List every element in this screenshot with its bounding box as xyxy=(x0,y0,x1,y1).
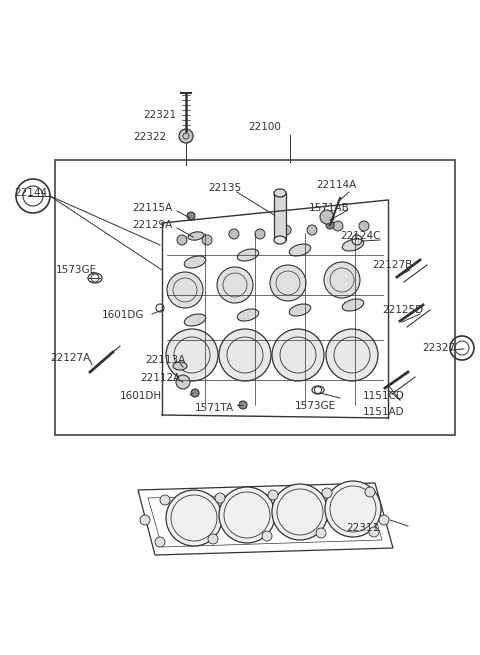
Circle shape xyxy=(307,225,317,235)
Circle shape xyxy=(281,225,291,235)
Text: 22114A: 22114A xyxy=(316,180,356,190)
Ellipse shape xyxy=(289,244,311,256)
Text: 1151CD: 1151CD xyxy=(363,391,405,401)
Circle shape xyxy=(160,495,170,505)
Text: 22135: 22135 xyxy=(208,183,241,193)
Text: 22311: 22311 xyxy=(346,523,379,533)
Circle shape xyxy=(219,329,271,381)
Text: 22127A: 22127A xyxy=(50,353,90,363)
Circle shape xyxy=(166,490,222,546)
Circle shape xyxy=(379,515,389,525)
Circle shape xyxy=(369,527,379,537)
Circle shape xyxy=(239,401,247,409)
Circle shape xyxy=(272,329,324,381)
Text: 22112A: 22112A xyxy=(140,373,180,383)
Circle shape xyxy=(320,210,334,224)
Circle shape xyxy=(326,221,334,229)
Ellipse shape xyxy=(274,189,286,197)
Circle shape xyxy=(270,265,306,301)
Ellipse shape xyxy=(237,249,259,261)
Circle shape xyxy=(179,129,193,143)
Circle shape xyxy=(177,235,187,245)
Circle shape xyxy=(326,329,378,381)
Circle shape xyxy=(217,267,253,303)
Ellipse shape xyxy=(184,256,206,268)
Ellipse shape xyxy=(274,236,286,244)
Ellipse shape xyxy=(342,299,364,311)
Circle shape xyxy=(219,487,275,543)
Text: 22327: 22327 xyxy=(422,343,455,353)
Ellipse shape xyxy=(173,362,187,370)
Circle shape xyxy=(191,389,199,397)
Circle shape xyxy=(359,221,369,231)
Ellipse shape xyxy=(184,314,206,326)
Text: 22115A: 22115A xyxy=(132,203,172,213)
Text: 22321: 22321 xyxy=(143,110,176,120)
Circle shape xyxy=(229,229,239,239)
Text: 22129A: 22129A xyxy=(132,220,172,230)
Circle shape xyxy=(255,229,265,239)
Circle shape xyxy=(215,493,225,503)
Ellipse shape xyxy=(342,239,364,251)
Text: 1571AB: 1571AB xyxy=(309,203,350,213)
Bar xyxy=(55,160,455,435)
Circle shape xyxy=(176,375,190,389)
Text: 1573GE: 1573GE xyxy=(56,265,97,275)
Circle shape xyxy=(208,534,218,544)
Circle shape xyxy=(167,272,203,308)
Text: 22144: 22144 xyxy=(14,188,47,198)
Circle shape xyxy=(166,329,218,381)
Bar xyxy=(274,193,286,240)
Text: 1601DG: 1601DG xyxy=(102,310,144,320)
Circle shape xyxy=(333,221,343,231)
Text: 22124C: 22124C xyxy=(340,231,381,241)
Text: 22100: 22100 xyxy=(248,122,281,132)
Circle shape xyxy=(202,235,212,245)
Text: 22125D: 22125D xyxy=(382,305,423,315)
Text: 1573GE: 1573GE xyxy=(295,401,336,411)
Text: 22127B: 22127B xyxy=(372,260,412,270)
Text: 22322: 22322 xyxy=(133,132,166,142)
Ellipse shape xyxy=(188,232,204,240)
Circle shape xyxy=(322,488,332,498)
Text: 22113A: 22113A xyxy=(145,355,185,365)
Circle shape xyxy=(187,212,195,220)
Circle shape xyxy=(365,487,375,497)
Circle shape xyxy=(325,481,381,537)
Circle shape xyxy=(268,490,278,500)
Circle shape xyxy=(324,262,360,298)
Circle shape xyxy=(155,537,165,547)
Circle shape xyxy=(316,528,326,538)
Circle shape xyxy=(262,531,272,541)
Circle shape xyxy=(140,515,150,525)
Text: 1601DH: 1601DH xyxy=(120,391,162,401)
Circle shape xyxy=(272,484,328,540)
Ellipse shape xyxy=(289,304,311,316)
Text: 1571TA: 1571TA xyxy=(195,403,234,413)
Text: 1151AD: 1151AD xyxy=(363,407,405,417)
Ellipse shape xyxy=(237,309,259,321)
